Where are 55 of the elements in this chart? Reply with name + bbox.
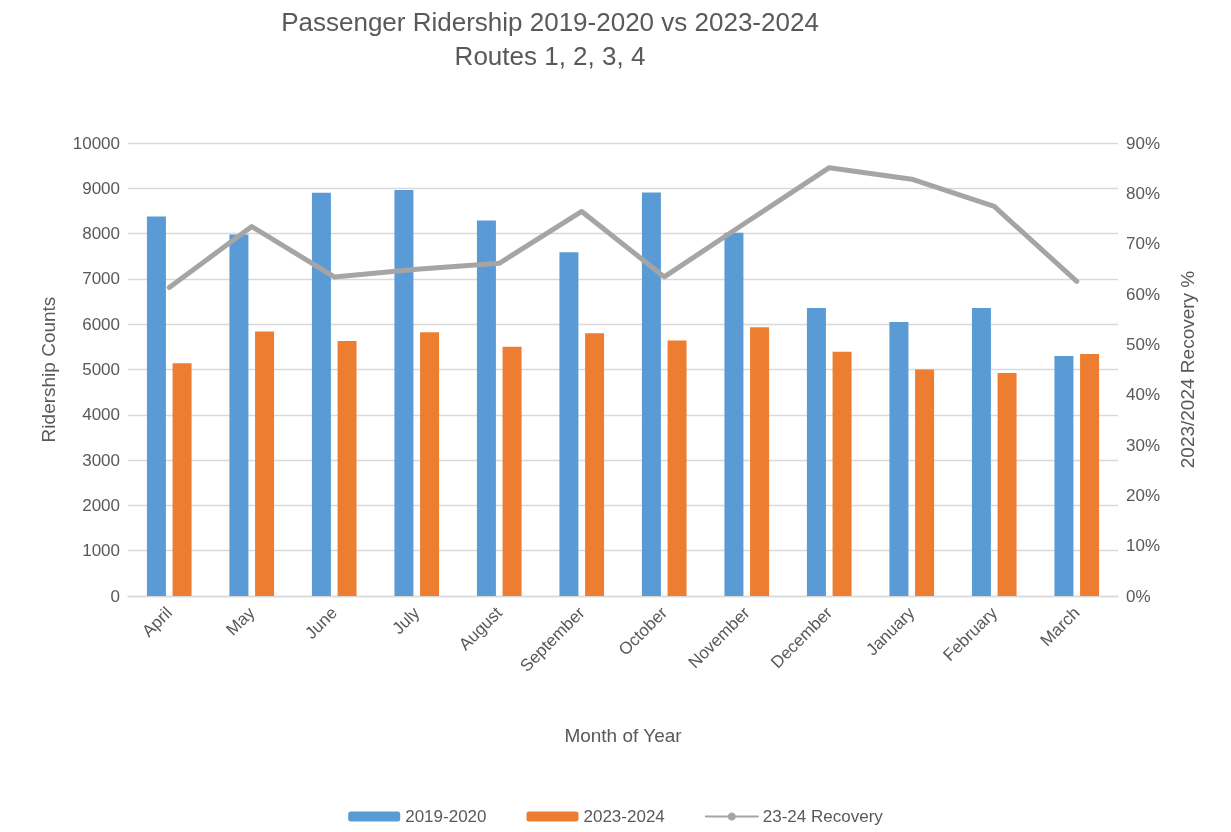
y2-tick-label: 10% — [1126, 536, 1161, 556]
y-tick-label: 9000 — [82, 178, 120, 198]
bar — [724, 232, 744, 596]
bar — [915, 369, 935, 596]
bar — [255, 331, 275, 596]
bar — [502, 346, 522, 596]
y2-tick-label: 90% — [1126, 133, 1161, 153]
bar — [750, 327, 770, 596]
bar — [971, 307, 991, 596]
x-axis-title: Month of Year — [564, 725, 683, 746]
bar — [889, 321, 909, 596]
y2-tick-label: 0% — [1126, 586, 1151, 606]
y2-tick-label: 30% — [1126, 435, 1161, 455]
y-axis-title: Ridership Counts — [38, 296, 59, 443]
y2-axis-title: 2023/2024 Recovery % — [1177, 270, 1198, 469]
y-tick-label: 1000 — [82, 541, 120, 561]
legend-label: 2019-2020 — [405, 807, 487, 826]
y-tick-label: 3000 — [82, 450, 120, 470]
y2-tick-label: 50% — [1126, 334, 1161, 354]
bar — [559, 252, 579, 596]
bar — [641, 192, 661, 596]
bar — [667, 340, 687, 596]
chart-title: Passenger Ridership 2019-2020 vs 2023-2024 — [281, 7, 819, 37]
y2-tick-label: 40% — [1126, 385, 1161, 405]
chart-subtitle: Routes 1, 2, 3, 4 — [454, 41, 646, 71]
y-tick-label: 8000 — [82, 224, 120, 244]
y-tick-label: 0 — [110, 586, 120, 606]
bar — [1080, 354, 1100, 596]
bar — [146, 216, 166, 596]
legend-label: 2023-2024 — [583, 807, 665, 826]
y2-tick-label: 60% — [1126, 284, 1161, 304]
y2-tick-label: 80% — [1126, 183, 1161, 203]
bar — [420, 332, 440, 596]
bar — [311, 192, 331, 596]
bar — [832, 351, 852, 596]
bar — [337, 340, 357, 596]
x-tick-label: May — [222, 602, 259, 640]
x-tick-label: July — [388, 602, 424, 639]
y-tick-label: 7000 — [82, 269, 120, 289]
y-tick-label: 10000 — [72, 133, 120, 153]
bar — [806, 307, 826, 596]
y-tick-label: 2000 — [82, 495, 120, 515]
y-tick-label: 6000 — [82, 314, 120, 334]
bar — [1054, 355, 1074, 596]
bar — [172, 363, 192, 596]
y-tick-label: 5000 — [82, 360, 120, 379]
y2-tick-label: 20% — [1126, 485, 1161, 505]
bar — [997, 373, 1017, 596]
y-tick-label: 4000 — [82, 405, 120, 425]
bar — [229, 234, 249, 596]
bar — [394, 190, 414, 596]
bar — [585, 333, 605, 596]
y2-tick-label: 70% — [1126, 234, 1161, 254]
legend-label: 23-24 Recovery — [762, 807, 884, 826]
bar — [476, 220, 496, 596]
